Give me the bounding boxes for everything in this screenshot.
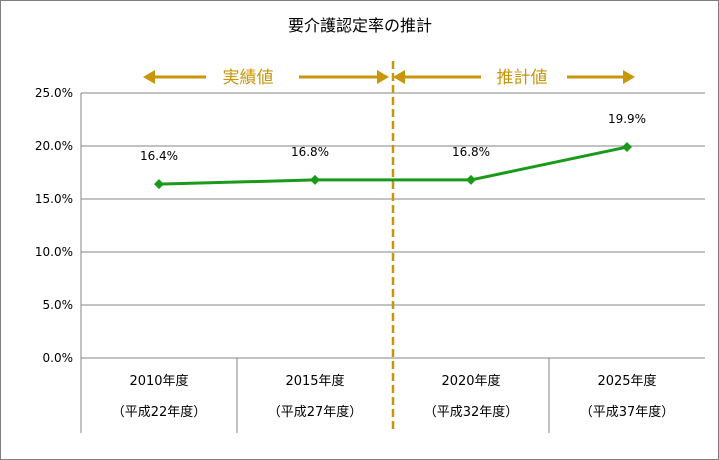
forecast-right-arrow-head <box>623 70 635 84</box>
data-labels: 16.4% 16.8% 16.8% 19.9% <box>140 112 646 163</box>
chart-title: 要介護認定率の推計 <box>288 16 432 35</box>
x-category-label: 2010年度 <box>129 373 188 389</box>
phase-annotations: 実績値 推計値 <box>143 61 635 433</box>
data-point-marker <box>310 174 320 185</box>
y-tick-label: 15.0% <box>35 192 73 206</box>
data-label: 16.8% <box>452 145 490 159</box>
x-category-sublabel: （平成32年度） <box>424 404 519 420</box>
y-tick-label: 0.0% <box>43 351 74 365</box>
data-label: 16.8% <box>291 145 329 159</box>
data-point-marker <box>622 142 632 153</box>
series-line <box>154 142 632 190</box>
data-point-marker <box>466 174 476 185</box>
data-point-marker <box>154 179 164 190</box>
x-category-sublabel: （平成27年度） <box>268 404 363 420</box>
x-category-label: 2020年度 <box>441 373 500 389</box>
actual-values-label: 実績値 <box>223 68 274 88</box>
x-category-sublabel: （平成37年度） <box>580 404 675 420</box>
actual-right-arrow-head <box>377 70 389 84</box>
actual-left-arrow-head <box>143 70 155 84</box>
axes: 0.0% 5.0% 10.0% 15.0% 20.0% 25.0% 2010年度 （平成22年… <box>35 86 674 433</box>
y-tick-label: 20.0% <box>35 139 73 153</box>
x-category-sublabel: （平成22年度） <box>112 404 207 420</box>
series-polyline <box>158 145 628 186</box>
forecast-left-arrow-head <box>393 70 405 84</box>
y-tick-label: 5.0% <box>43 298 74 312</box>
data-label: 19.9% <box>608 112 646 126</box>
forecast-values-label: 推計値 <box>497 68 548 88</box>
y-tick-label: 10.0% <box>35 245 73 259</box>
x-category-label: 2015年度 <box>285 373 344 389</box>
data-label: 16.4% <box>140 149 178 163</box>
x-category-label: 2025年度 <box>597 373 656 389</box>
y-tick-label: 25.0% <box>35 86 73 100</box>
